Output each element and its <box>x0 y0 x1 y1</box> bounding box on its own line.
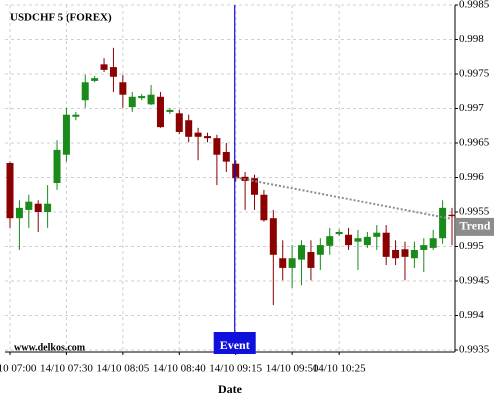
candle-body <box>420 245 428 250</box>
candle-body <box>15 207 23 219</box>
y-tick-label: 0.9965 <box>459 137 490 149</box>
x-tick-label: 14/10 10:25 <box>313 363 366 375</box>
candle-body <box>439 207 447 239</box>
candle-body <box>316 245 324 255</box>
candle-body <box>363 236 371 246</box>
candle-body <box>81 82 89 101</box>
x-tick-label: 14/10 07:30 <box>40 363 93 375</box>
y-tick-label: 0.994 <box>459 309 484 321</box>
y-tick-label: 0.9935 <box>459 344 490 356</box>
x-tick-label: 14/10 07:00 <box>0 363 37 375</box>
candle-body <box>138 96 146 99</box>
candle-body <box>448 214 456 217</box>
y-tick-label: 0.9955 <box>459 206 490 218</box>
candle-body <box>335 232 343 235</box>
candle-body <box>166 109 174 112</box>
x-tick-label: 14/10 09:15 <box>209 363 262 375</box>
candle-body <box>109 67 117 77</box>
candle-body <box>401 249 409 257</box>
x-tick-label: 14/10 08:40 <box>153 363 206 375</box>
trend-label: Trend <box>460 219 491 233</box>
candle-body <box>53 149 61 184</box>
candle-body <box>382 232 390 257</box>
candle-body <box>100 64 108 70</box>
candle-body <box>222 151 230 162</box>
candle-body <box>429 238 437 248</box>
candle-body <box>260 194 268 221</box>
candle-body <box>62 114 70 155</box>
candle-body <box>354 238 362 242</box>
event-tag <box>213 332 256 354</box>
candle-body <box>25 201 33 210</box>
candle-body <box>410 249 418 259</box>
candle-body <box>345 234 353 246</box>
y-tick-label: 0.995 <box>459 240 484 252</box>
x-tick-label: 14/10 09:50 <box>266 363 319 375</box>
x-tick-label: 14/10 08:05 <box>96 363 149 375</box>
candle-body <box>175 113 183 132</box>
candle-body <box>44 203 52 212</box>
y-tick-label: 0.9975 <box>459 68 490 80</box>
y-tick-label: 0.997 <box>459 102 484 114</box>
watermark: www.delkos.com <box>14 342 86 353</box>
candle-body <box>72 114 80 117</box>
candle-body <box>185 120 193 137</box>
y-tick-label: 0.998 <box>459 33 484 45</box>
candle-body <box>288 258 296 268</box>
candle-body <box>326 236 334 246</box>
candle-body <box>298 245 306 260</box>
candle-body <box>251 178 259 195</box>
candle-body <box>91 78 99 81</box>
trend-tag <box>456 217 494 236</box>
event-label: Event <box>220 338 250 352</box>
candle-body <box>269 218 277 255</box>
candle-body <box>392 249 400 259</box>
candle-body <box>34 203 42 212</box>
candle-body <box>6 163 14 219</box>
candle-body <box>279 258 287 268</box>
x-axis-label: Date <box>218 382 243 396</box>
candle-body <box>373 232 381 237</box>
candle-body <box>213 138 221 155</box>
candle-body <box>156 96 164 128</box>
candle-body <box>203 136 211 139</box>
y-tick-label: 0.9985 <box>459 0 490 11</box>
candle-body <box>194 132 202 137</box>
trend-line <box>235 176 453 220</box>
candle-body <box>232 163 240 179</box>
chart-title: USDCHF 5 (FOREX) <box>10 12 112 24</box>
y-tick-label: 0.996 <box>459 171 484 183</box>
candle-body <box>119 82 127 95</box>
candle-body <box>307 252 315 268</box>
y-tick-label: 0.9945 <box>459 275 490 287</box>
candle-body <box>147 94 155 105</box>
candle-body <box>128 96 136 108</box>
